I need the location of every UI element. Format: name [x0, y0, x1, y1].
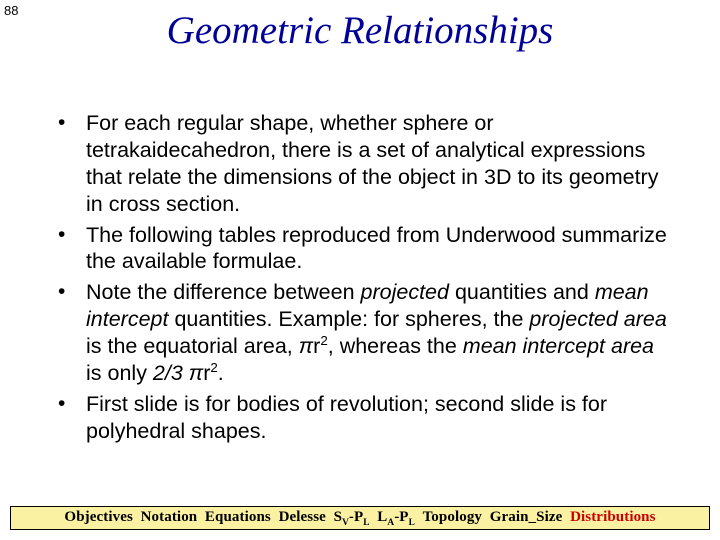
bullet-item: The following tables reproduced from Und… — [52, 222, 672, 276]
slide-body: For each regular shape, whether sphere o… — [52, 110, 672, 449]
footer-inner: Objectives Notation Equations Delesse SV… — [64, 509, 655, 528]
bullet-item: First slide is for bodies of revolution;… — [52, 391, 672, 445]
bullet-list: For each regular shape, whether sphere o… — [52, 110, 672, 445]
slide: 88 Geometric Relationships For each regu… — [0, 0, 720, 540]
bullet-item: For each regular shape, whether sphere o… — [52, 110, 672, 218]
bullet-item: Note the difference between projected qu… — [52, 279, 672, 387]
footer-bar: Objectives Notation Equations Delesse SV… — [10, 506, 710, 530]
slide-title: Geometric Relationships — [0, 8, 720, 53]
